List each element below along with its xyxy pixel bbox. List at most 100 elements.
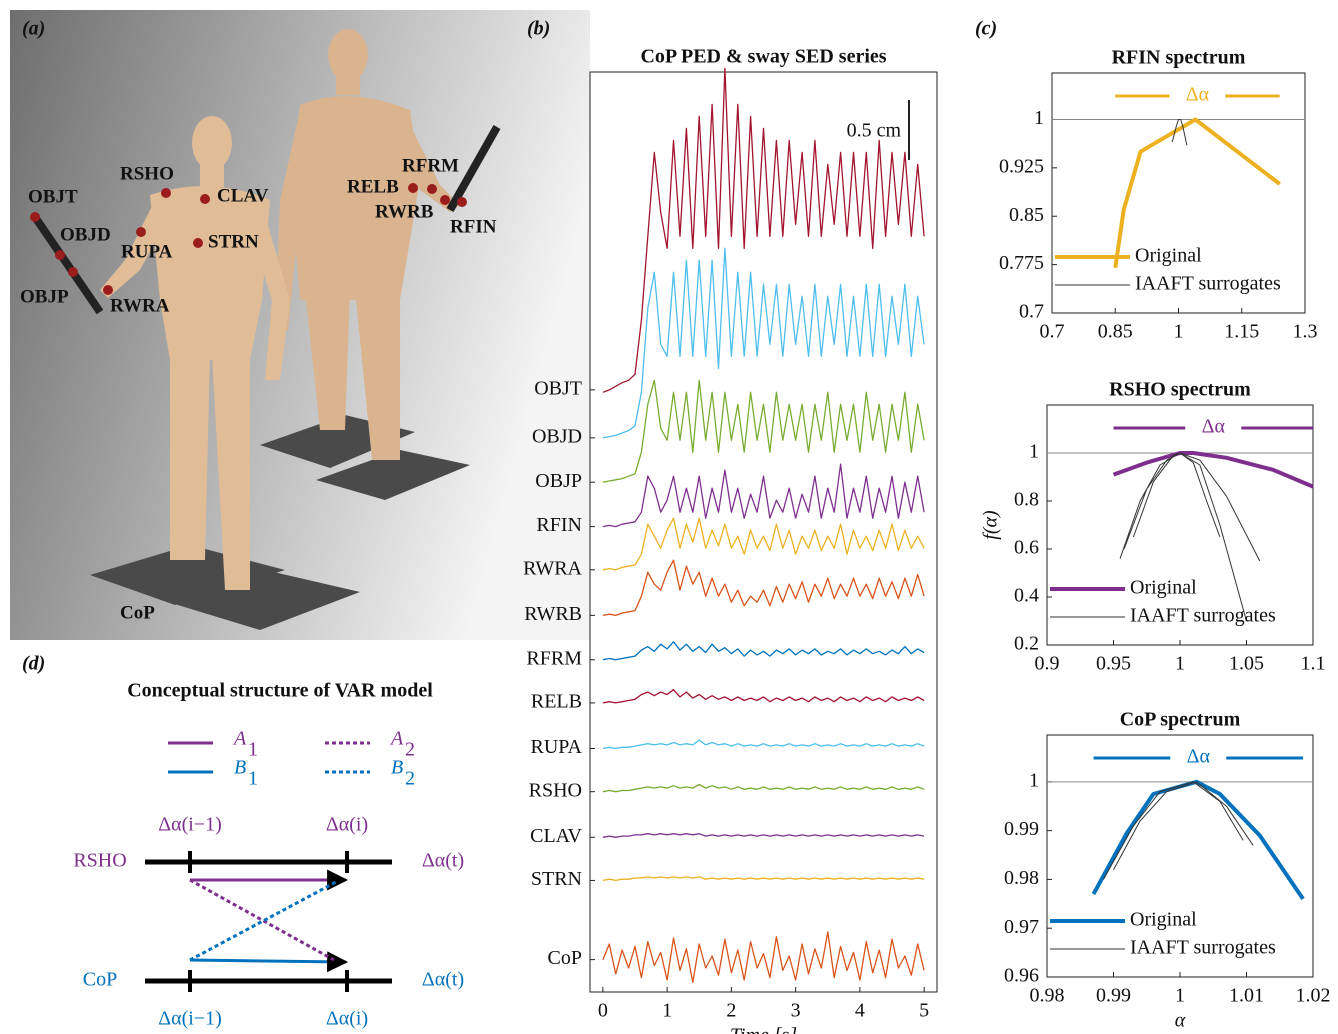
x-tick-label: 1.15 <box>1224 321 1259 343</box>
y-tick-label: 0.4 <box>1014 585 1039 607</box>
legend-subscript: 2 <box>405 768 415 790</box>
marker <box>55 250 65 260</box>
y-tick-label: 0.99 <box>1004 818 1039 840</box>
marker-label: RUPA <box>121 241 173 262</box>
y-tick-label: CoP <box>548 947 582 969</box>
marker-label: OBJT <box>28 186 78 207</box>
y-tick-label: 0.925 <box>999 155 1044 177</box>
y-tick-label: 0.775 <box>999 252 1044 274</box>
chart-title: CoP spectrum <box>1120 709 1241 731</box>
x-tick-label: 0 <box>598 1000 608 1022</box>
x-axis-label: α <box>1175 1010 1186 1032</box>
arrow <box>190 960 346 962</box>
legend-letter: A <box>232 728 247 750</box>
data-line <box>603 690 924 703</box>
marker <box>193 238 203 248</box>
data-line <box>1104 782 1254 880</box>
panel-label: (a) <box>22 18 45 40</box>
y-tick-label: 1 <box>1029 769 1039 791</box>
x-tick-label: 0.98 <box>1030 985 1065 1007</box>
x-tick-label: 0.85 <box>1098 321 1133 343</box>
row-label: RSHO <box>73 850 126 872</box>
data-line <box>603 932 924 982</box>
data-line <box>603 740 924 748</box>
series-label: Δα(t) <box>422 969 464 991</box>
y-tick-label: RUPA <box>530 736 582 758</box>
data-line <box>603 785 924 792</box>
legend-label: IAAFT surrogates <box>1130 937 1276 959</box>
legend-label: IAAFT surrogates <box>1130 605 1276 627</box>
marker-label: RWRB <box>375 201 434 222</box>
x-tick-label: 4 <box>855 1000 865 1022</box>
data-line <box>1172 120 1187 146</box>
legend-label: Original <box>1135 245 1202 267</box>
current-label: Δα(i) <box>326 1008 368 1030</box>
x-tick-label: 1 <box>662 1000 672 1022</box>
lag-label: Δα(i−1) <box>158 1008 222 1030</box>
panel-label: (d) <box>22 653 45 675</box>
y-tick-label: 0.98 <box>1004 867 1039 889</box>
y-tick-label: OBJT <box>534 377 582 399</box>
y-tick-label: OBJP <box>535 470 582 492</box>
x-tick-label: 1.01 <box>1229 985 1264 1007</box>
y-tick-label: 1 <box>1029 441 1039 463</box>
illustration <box>10 10 590 640</box>
chart-title: CoP PED & sway SED series <box>640 46 886 68</box>
plate-label: CoP <box>120 602 155 623</box>
marker-label: RWRA <box>110 295 170 316</box>
marker <box>136 227 146 237</box>
legend-label: Original <box>1130 577 1197 599</box>
x-tick-label: 0.7 <box>1040 321 1065 343</box>
x-tick-label: 1 <box>1175 653 1185 675</box>
x-tick-label: 1 <box>1174 321 1184 343</box>
x-axis-label: Time [s] <box>730 1025 797 1034</box>
data-line <box>603 560 924 615</box>
panel-label: (b) <box>527 18 550 40</box>
y-tick-label: RWRB <box>524 603 582 625</box>
data-line <box>603 380 924 482</box>
plot-frame <box>590 72 937 992</box>
data-line <box>603 68 924 392</box>
marker <box>161 188 171 198</box>
x-tick-label: 0.95 <box>1096 653 1131 675</box>
marker <box>30 212 40 222</box>
data-line <box>603 834 924 838</box>
series-label: Δα(t) <box>422 850 464 872</box>
marker-label: OBJD <box>60 224 111 245</box>
data-line <box>603 518 924 570</box>
marker-label: RFRM <box>402 155 459 176</box>
y-tick-label: 0.2 <box>1014 633 1039 655</box>
y-tick-label: 0.6 <box>1014 537 1039 559</box>
x-tick-label: 1.05 <box>1229 653 1264 675</box>
x-tick-label: 1.1 <box>1301 653 1326 675</box>
panel-label: (c) <box>975 18 997 40</box>
x-tick-label: 1 <box>1175 985 1185 1007</box>
legend-letter: B <box>234 757 246 779</box>
marker <box>440 195 450 205</box>
x-tick-label: 0.9 <box>1035 653 1060 675</box>
figure: RSHO CLAV OBJT OBJD RUPA STRN OBJP RWRA RFRM RELB… <box>0 0 1338 1034</box>
x-tick-label: 1.3 <box>1293 321 1318 343</box>
delta-label: Δα <box>1202 416 1226 438</box>
legend-label: Original <box>1130 909 1197 931</box>
y-tick-label: RELB <box>531 691 582 713</box>
data-line <box>603 642 924 660</box>
legend-subscript: 2 <box>405 739 415 761</box>
marker <box>457 197 467 207</box>
legend-letter: B <box>391 757 403 779</box>
marker <box>103 285 113 295</box>
y-tick-label: OBJD <box>532 425 582 447</box>
marker <box>200 194 210 204</box>
chart-title: RSHO spectrum <box>1109 379 1251 401</box>
y-tick-label: 0.97 <box>1004 916 1039 938</box>
y-tick-label: CLAV <box>530 825 582 847</box>
y-tick-label: 0.85 <box>1009 204 1044 226</box>
data-line <box>603 248 924 437</box>
delta-label: Δα <box>1186 84 1210 106</box>
marker-label: STRN <box>208 231 259 252</box>
legend-label: IAAFT surrogates <box>1135 273 1281 295</box>
delta-label: Δα <box>1187 746 1211 768</box>
legend-subscript: 1 <box>248 768 258 790</box>
x-tick-label: 0.99 <box>1096 985 1131 1007</box>
y-tick-label: 0.7 <box>1019 301 1044 323</box>
